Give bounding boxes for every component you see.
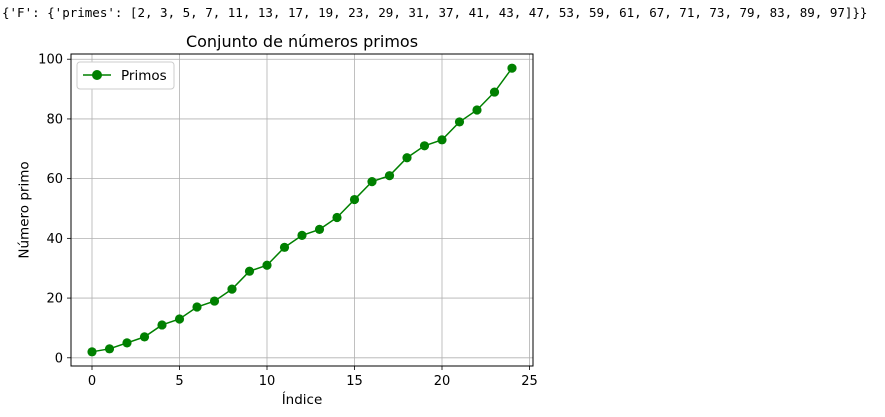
- data-point: [489, 87, 500, 97]
- data-point: [367, 177, 377, 187]
- data-point: [454, 117, 465, 127]
- data-point: [314, 224, 325, 235]
- y-tick-label: 80: [46, 112, 63, 127]
- data-point: [192, 302, 202, 312]
- y-tick-label: 40: [46, 232, 63, 247]
- y-tick-label: 0: [55, 351, 63, 366]
- cell-output-text: {'F': {'primes': [2, 3, 5, 7, 11, 13, 17…: [2, 5, 868, 20]
- data-point: [244, 266, 255, 276]
- legend-box: [76, 61, 175, 90]
- x-axis-label: Índice: [282, 391, 323, 408]
- axis-ticks: 0 5 10 15 20 25 0 20 40 60 80 100: [38, 53, 538, 389]
- data-point: [384, 171, 395, 181]
- x-tick-label: 15: [346, 374, 363, 389]
- data-point: [174, 314, 185, 324]
- data-point: [227, 284, 237, 294]
- x-tick-label: 5: [175, 374, 183, 389]
- y-tick-label: 100: [38, 53, 63, 68]
- y-tick-label: 20: [46, 292, 63, 307]
- y-tick-label: 60: [46, 172, 63, 187]
- data-point: [297, 230, 307, 240]
- data-point: [437, 135, 447, 145]
- data-point: [349, 194, 360, 205]
- legend: Primos: [76, 61, 175, 90]
- x-tick-label: 20: [434, 374, 451, 389]
- data-point: [209, 296, 220, 306]
- data-point: [402, 153, 412, 163]
- data-point: [104, 344, 115, 354]
- x-tick-label: 0: [88, 374, 96, 389]
- data-point: [262, 260, 272, 270]
- data-point: [122, 338, 132, 348]
- series-line: [91, 67, 513, 353]
- data-point: [507, 63, 517, 73]
- data-point: [332, 212, 342, 223]
- x-tick-label: 10: [259, 374, 276, 389]
- data-point: [279, 242, 290, 252]
- data-point: [157, 320, 167, 330]
- data-point: [139, 332, 150, 342]
- plot-area: [70, 53, 534, 367]
- legend-marker-swatch: [92, 70, 102, 80]
- y-axis-label: Número primo: [17, 161, 33, 258]
- grid: [71, 54, 533, 366]
- series-layer: [87, 63, 517, 357]
- legend-label: Primos: [121, 68, 167, 84]
- data-point: [419, 141, 430, 151]
- data-point: [87, 347, 97, 357]
- chart-title: Conjunto de números primos: [186, 32, 418, 51]
- x-tick-label: 25: [521, 374, 538, 389]
- data-point: [472, 105, 482, 115]
